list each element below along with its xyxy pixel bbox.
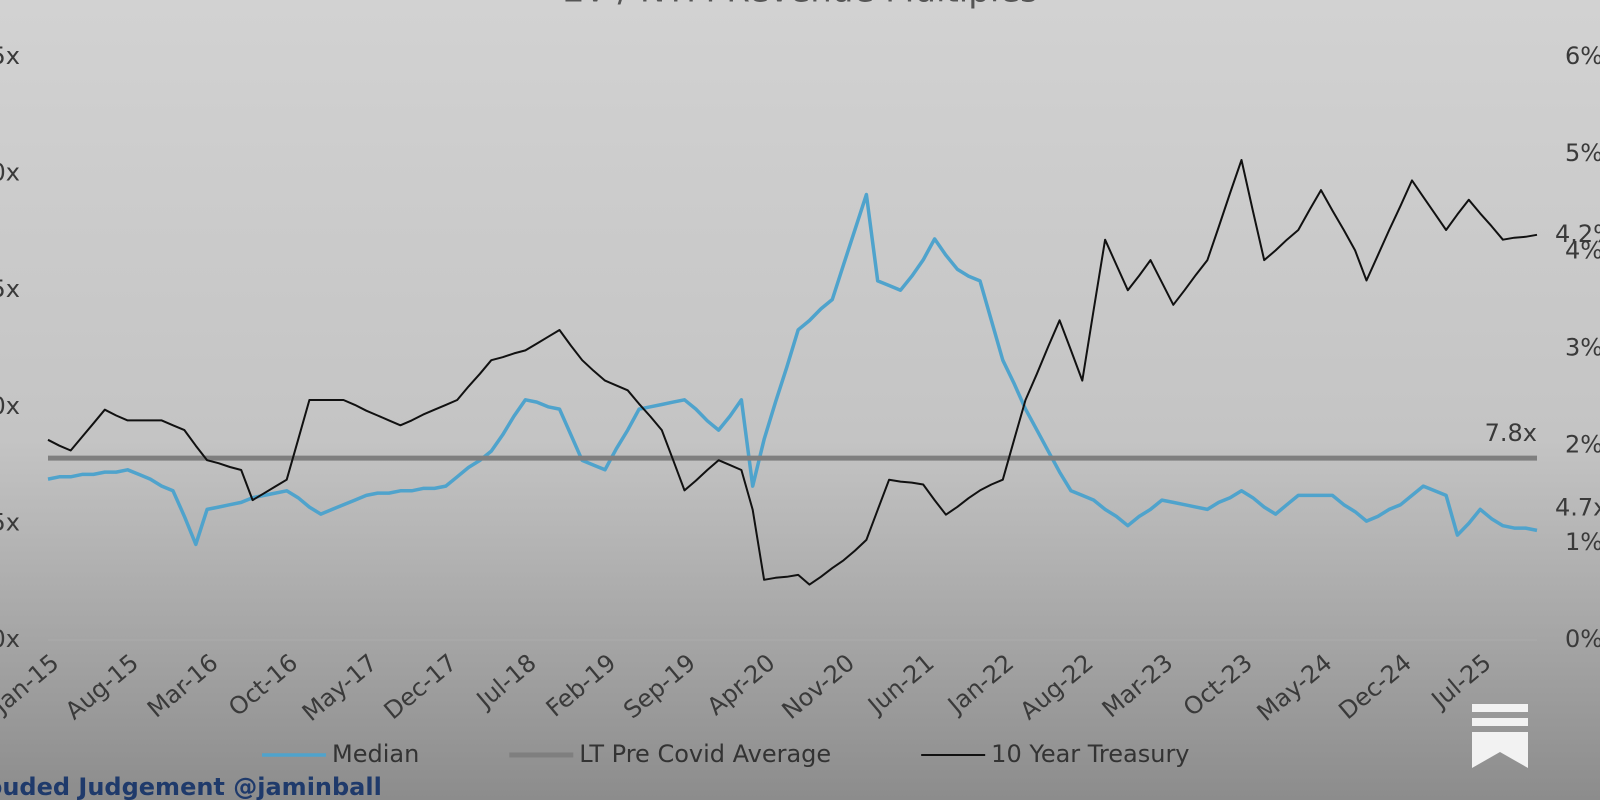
y2-tick-label: 6% — [1565, 42, 1600, 70]
y2-tick-label: 0% — [1565, 625, 1600, 653]
y-tick-label: 0x — [0, 625, 20, 653]
legend-label: Median — [332, 740, 419, 768]
y-tick-label: 10x — [0, 392, 20, 420]
y2-tick-label: 1% — [1565, 528, 1600, 556]
y-tick-label: 15x — [0, 275, 20, 303]
legend-label: LT Pre Covid Average — [579, 740, 831, 768]
series-line — [47, 159, 1538, 586]
y2-tick-label: 3% — [1565, 334, 1600, 362]
chart-title: EV / NTM Revenue Multiples — [562, 0, 1038, 11]
legend-label: 10 Year Treasury — [991, 740, 1189, 768]
end-value-label: 4.2% — [1555, 220, 1600, 248]
y2-tick-label: 2% — [1565, 431, 1600, 459]
average-label: 7.8x — [1485, 419, 1537, 447]
y2-tick-label: 4% — [1565, 236, 1600, 264]
end-value-label: 4.7x — [1555, 493, 1600, 521]
y-tick-label: 25x — [0, 42, 20, 70]
y-tick-label: 20x — [0, 159, 20, 187]
y2-tick-label: 5% — [1565, 139, 1600, 167]
y-tick-label: 5x — [0, 508, 20, 536]
footer: Clouded Judgement @jaminball — [0, 773, 382, 800]
series-line — [47, 192, 1538, 547]
bookmark-icon — [1472, 704, 1528, 768]
